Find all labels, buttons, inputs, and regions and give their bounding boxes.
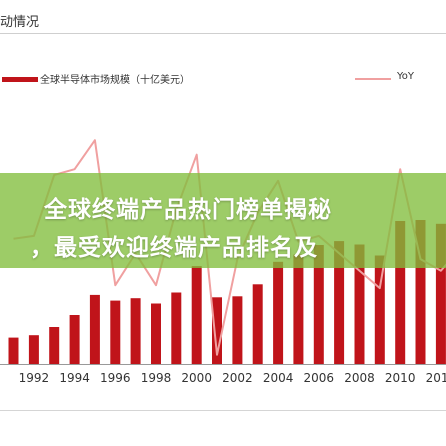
x-tick-2000: 2000 (181, 371, 212, 385)
bar-1999 (171, 292, 182, 364)
bar-2007 (334, 241, 345, 364)
x-tick-2002: 2002 (222, 371, 253, 385)
x-tick-2004: 2004 (262, 371, 294, 385)
bar-1998 (151, 303, 161, 364)
chart-title: 动情况 (0, 15, 40, 30)
banner-headline-line-2: ，最受欢迎终端产品排名及 (30, 235, 318, 261)
bar-1995 (89, 294, 100, 364)
x-tick-2010: 2010 (384, 371, 416, 385)
bar-2011 (415, 220, 426, 364)
bar-1996 (110, 300, 121, 364)
bar-2012 (435, 223, 446, 364)
x-tick-1994: 1994 (59, 371, 90, 385)
x-tick-1998: 1998 (140, 371, 172, 385)
bar-2000 (191, 266, 202, 364)
bar-2001 (212, 297, 222, 364)
x-tick-1992: 1992 (18, 371, 50, 385)
bar-1994 (69, 315, 80, 364)
bar-2010 (395, 221, 406, 364)
title-divider (0, 33, 446, 34)
bar-2004 (273, 261, 284, 364)
bar-2009 (374, 255, 385, 364)
bar-2005 (293, 254, 304, 364)
legend-line-swatch (355, 78, 391, 80)
legend-bar-label: 全球半导体市场规模（十亿美元） (40, 75, 190, 86)
x-axis-line (0, 364, 446, 365)
legend-line-label: YoY (397, 71, 415, 82)
bar-2003 (252, 284, 263, 364)
bar-1997 (130, 298, 141, 364)
x-tick-2012: 2012 (425, 371, 446, 385)
banner-headline-line-1: 全球终端产品热门榜单揭秘 (44, 197, 332, 223)
legend-bar-swatch (2, 77, 38, 82)
bar-1992 (28, 335, 39, 364)
x-tick-1996: 1996 (100, 371, 131, 385)
bar-2008 (354, 244, 365, 364)
bottom-divider (0, 410, 446, 411)
x-tick-2006: 2006 (303, 371, 335, 385)
bar-1993 (49, 327, 60, 364)
x-tick-2008: 2008 (344, 371, 375, 385)
bar-1991 (8, 337, 19, 364)
promo-banner[interactable] (0, 173, 446, 268)
bar-2002 (232, 296, 243, 364)
bar-2006 (313, 245, 324, 364)
